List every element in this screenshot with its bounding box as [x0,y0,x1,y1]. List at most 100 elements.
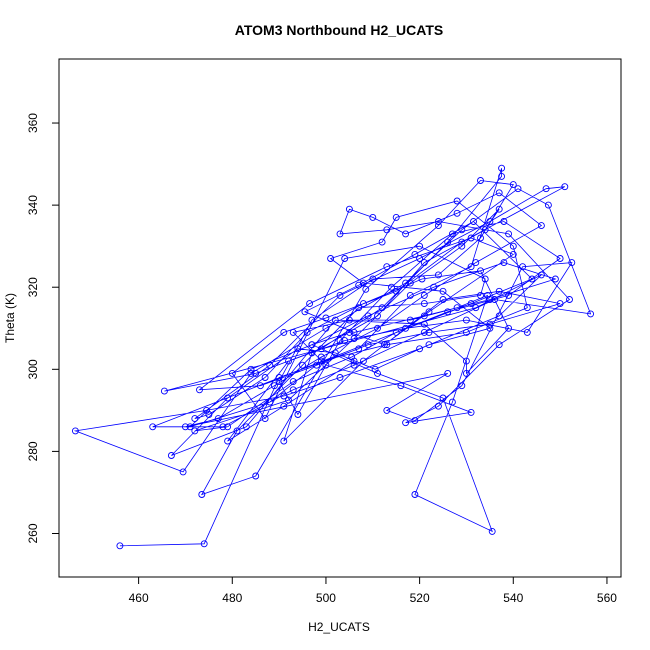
data-point [341,337,349,345]
data-point [500,259,508,267]
data-point [397,382,405,390]
data-point [544,201,552,209]
data-point [308,316,316,324]
data-point [196,386,203,394]
data-point [247,369,255,377]
data-point [224,423,232,431]
data-point [149,423,157,431]
data-point [317,345,325,353]
data-point [378,238,386,246]
data-point [495,341,503,349]
data-point [420,291,428,299]
data-point [425,308,433,316]
data-point [537,222,545,230]
data-point [439,394,447,402]
data-point [252,369,260,377]
data-point [416,242,424,250]
data-point [561,183,569,191]
data-point [467,408,475,416]
data-point [341,255,349,262]
data-point [383,263,391,271]
data-point [486,320,494,328]
x-tick-label: 480 [222,591,242,605]
data-point [301,308,309,316]
data-point [116,542,124,550]
data-point [488,527,496,535]
data-point [313,361,321,369]
data-point [303,328,311,336]
y-tick-label: 260 [26,523,40,543]
data-point [458,226,466,234]
data-point [181,423,189,431]
data-point [350,335,358,342]
data-point [71,427,79,435]
data-point [317,357,325,365]
data-point [331,316,339,324]
data-point [406,291,414,299]
data-point [566,296,573,303]
data-point [266,398,274,406]
data-point [439,296,447,303]
data-point [285,396,292,404]
data-point [322,361,330,369]
data-point [453,209,461,217]
data-point [484,291,491,299]
data-point [472,259,480,267]
data-point [444,369,452,377]
data-point [458,382,466,390]
data-point [214,415,222,423]
data-point [359,300,367,308]
data-point [186,423,194,431]
data-point [270,382,278,390]
data-point [486,324,494,332]
data-point [285,357,292,365]
data-point [350,361,358,369]
data-point [448,398,456,406]
data-point [505,291,513,299]
data-point [381,341,388,349]
data-point [505,230,513,238]
data-point [266,361,274,369]
data-point [425,341,433,349]
data-point [299,361,306,369]
y-tick-label: 300 [26,359,40,379]
data-point [252,472,260,480]
data-point [528,275,536,283]
data-point [327,255,335,262]
data-point [418,275,426,283]
data-point [430,283,438,291]
x-axis: 460 480 500 520 540 560 [129,576,617,605]
data-point [308,341,316,349]
data-point [477,291,484,299]
data-point [336,374,344,381]
data-point [458,242,466,250]
data-point [280,437,288,445]
data-point [411,250,419,258]
data-point [453,197,461,205]
data-point [467,300,475,308]
data-point [179,468,187,476]
data-point [462,357,470,365]
data-point [458,238,466,246]
data-point [392,287,400,295]
data-point [374,369,381,377]
data-point [362,285,370,293]
data-point [420,312,428,320]
data-point [167,452,175,459]
data-point [383,226,391,234]
data-point [369,213,377,221]
data-point [411,417,419,425]
data-point [453,304,461,312]
data-point [420,259,428,267]
data-point [509,242,517,250]
data-point [294,345,302,353]
data-point [317,353,325,361]
data-point [392,328,400,336]
y-axis: 260 280 300 320 340 360 [26,113,60,544]
data-point [280,392,288,400]
data-point [224,437,232,445]
data-point [359,357,367,365]
data-point [280,402,288,410]
data-point [420,328,428,336]
